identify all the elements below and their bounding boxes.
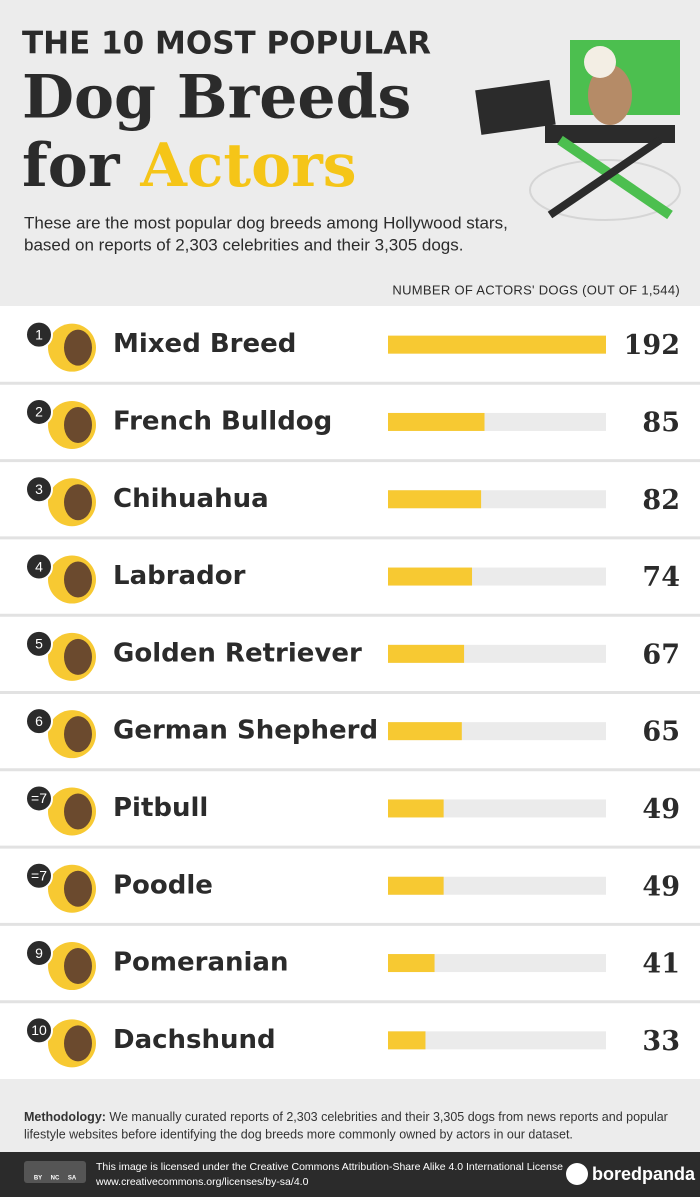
- rank-badge: [25, 397, 53, 426]
- rank: 5: [35, 636, 43, 652]
- chart: 1 Mixed Breed 192 2 French Bulldog 85 3 Chihuah…: [0, 306, 700, 1079]
- breed-label: French Bulldog: [113, 406, 332, 436]
- title: Dog Breeds: [22, 63, 411, 133]
- bar: [388, 954, 435, 973]
- breed-label: Pomeranian: [113, 948, 289, 978]
- rank: 3: [35, 481, 43, 497]
- rank: 4: [35, 558, 43, 574]
- rank: 9: [35, 945, 43, 961]
- director-chair-illustration: [475, 40, 681, 221]
- bar-track: [388, 954, 606, 973]
- methodology-text: We manually curated reports of 2,303 cel…: [109, 1110, 667, 1124]
- rank: 1: [35, 326, 43, 342]
- rank: 10: [31, 1022, 47, 1038]
- logo-icon: [566, 1163, 588, 1185]
- description: These are the most popular dog breeds am…: [24, 213, 508, 232]
- rank-badge: [25, 475, 53, 504]
- value-label: 192: [624, 330, 680, 361]
- cc-label: SA: [68, 1176, 77, 1182]
- bar: [388, 567, 473, 586]
- rank: 2: [35, 404, 43, 420]
- rank: =7: [31, 867, 47, 883]
- rank: 6: [35, 713, 43, 729]
- rank-badge: [25, 1016, 53, 1045]
- breed-label: Dachshund: [113, 1025, 276, 1055]
- value-label: 49: [642, 871, 680, 902]
- rank-badge: [25, 707, 53, 736]
- cc-label: BY: [34, 1176, 42, 1182]
- dog-face: [64, 561, 92, 598]
- rank-badge: [25, 939, 53, 968]
- cc-badge: [24, 1161, 86, 1183]
- rank-badge: [25, 320, 53, 349]
- axis-label: NUMBER OF ACTORS' DOGS (OUT OF 1,544): [392, 282, 680, 297]
- dog-face: [64, 484, 92, 521]
- rank-badge: [25, 861, 53, 890]
- dog-face: [64, 793, 92, 830]
- kicker: THE 10 MOST POPULAR: [22, 26, 431, 62]
- breed-label: Golden Retriever: [113, 638, 362, 668]
- methodology-text: lifestyle websites before identifying th…: [24, 1127, 573, 1141]
- rank-badge: [25, 784, 53, 813]
- bar: [388, 799, 444, 818]
- value-label: 49: [642, 794, 680, 825]
- bar: [388, 490, 482, 509]
- dog-face: [64, 948, 92, 985]
- dog-face: [64, 716, 92, 753]
- breed-label: German Shepherd: [113, 716, 378, 746]
- methodology: Methodology: We manually curated reports…: [24, 1110, 668, 1124]
- title-actors: Actors: [139, 131, 356, 201]
- bar: [388, 412, 485, 431]
- title-for: for: [22, 131, 121, 201]
- breed-label: Mixed Breed: [113, 329, 296, 359]
- dog-face: [64, 870, 92, 907]
- bar: [388, 876, 444, 895]
- title-line: for Actors: [22, 131, 357, 201]
- rank: =7: [31, 790, 47, 806]
- value-label: 67: [642, 639, 680, 670]
- breed-label: Labrador: [113, 561, 246, 591]
- value-label: 41: [642, 949, 680, 980]
- breed-label: Chihuahua: [113, 484, 269, 514]
- bar: [388, 335, 606, 354]
- cc-label: NC: [51, 1176, 60, 1182]
- license: This image is licensed under the Creativ…: [96, 1161, 563, 1173]
- dog-face: [64, 638, 92, 675]
- dog-face: [64, 1025, 92, 1062]
- dog-face: [64, 406, 92, 443]
- bar: [388, 1031, 426, 1050]
- value-label: 82: [642, 485, 680, 516]
- value-label: 74: [642, 562, 680, 593]
- methodology-label: Methodology:: [24, 1110, 106, 1124]
- bar: [388, 722, 462, 741]
- dog-face: [64, 329, 92, 366]
- value-label: 85: [642, 407, 680, 438]
- license-url: www.creativecommons.org/licenses/by-sa/4…: [95, 1176, 309, 1188]
- breed-label: Pitbull: [113, 793, 208, 823]
- value-label: 65: [642, 717, 680, 748]
- value-label: 33: [642, 1026, 680, 1057]
- rank-badge: [25, 629, 53, 658]
- breed-label: Poodle: [113, 870, 213, 900]
- bar: [388, 644, 465, 663]
- description: based on reports of 2,303 celebrities an…: [24, 235, 463, 254]
- bar-track: [388, 1031, 606, 1050]
- logo: boredpanda: [592, 1164, 696, 1184]
- rank-badge: [25, 552, 53, 581]
